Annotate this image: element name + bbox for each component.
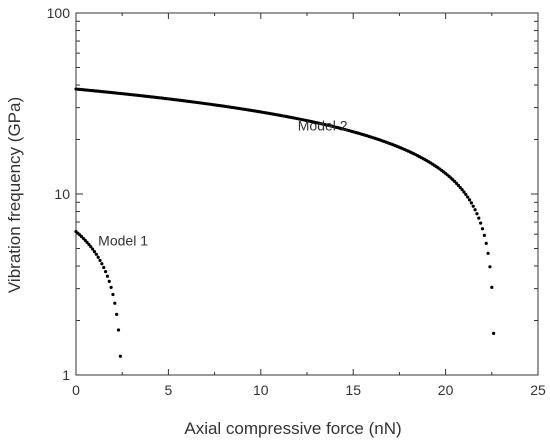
data-point [492,331,496,335]
data-point [466,195,470,199]
annotation-label: Model 2 [298,117,348,133]
data-point [89,245,93,249]
data-point [477,216,481,220]
data-point [111,292,115,297]
data-point [469,201,473,205]
data-point [91,247,95,251]
data-point [464,192,468,197]
x-tick-label: 15 [345,382,361,398]
data-point [113,301,117,305]
x-tick-label: 25 [530,382,546,398]
data-point [118,354,122,358]
data-point [484,241,488,245]
data-point [100,262,104,266]
series-1 [74,87,496,335]
y-axis-label: Vibration frequency (GPa) [5,97,24,293]
y-tick-label: 1 [62,367,70,383]
data-point [96,255,100,259]
data-point [480,227,485,231]
x-axis-ticks [75,13,539,375]
data-point [471,204,475,208]
data-point [105,274,110,278]
data-point [87,242,91,247]
data-point [488,265,492,269]
data-point [456,183,460,187]
x-tick-label: 5 [165,382,173,398]
data-point [460,188,464,192]
data-point [85,240,89,244]
data-point [103,269,108,274]
data-point [116,328,121,332]
data-points [74,87,496,358]
data-point [467,198,472,202]
x-axis-tick-labels: 0 5 10 15 20 25 [72,382,546,398]
x-tick-label: 0 [72,382,80,398]
data-point [490,285,494,290]
data-point [98,258,102,262]
data-point [94,252,98,256]
data-point [115,312,119,316]
data-point [107,279,111,284]
data-point [482,233,486,237]
data-point [479,221,483,225]
data-point [473,208,477,212]
y-axis-tick-labels: 1 10 100 [47,5,71,383]
annotations: Model 2 Model 1 [98,117,348,248]
y-axis-ticks [76,12,538,376]
x-tick-label: 10 [253,382,269,398]
x-axis-label: Axial compressive force (nN) [184,419,401,438]
data-point [462,190,466,194]
plot-frame [75,12,539,376]
data-point [109,285,113,290]
data-point [92,250,97,254]
data-point [83,238,87,242]
data-point [475,212,479,216]
y-tick-label: 100 [47,5,71,21]
data-point [102,265,106,270]
plot-area [75,12,539,376]
x-tick-label: 20 [438,382,454,398]
data-point [458,185,462,190]
annotation-label: Model 1 [98,232,148,248]
data-point [486,251,490,255]
series-2 [74,229,122,358]
y-tick-label: 10 [54,186,70,202]
